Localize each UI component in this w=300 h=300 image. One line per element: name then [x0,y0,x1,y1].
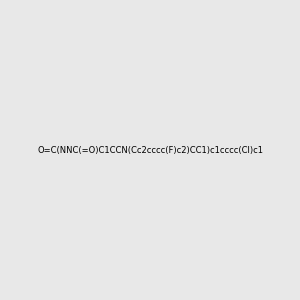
Text: O=C(NNC(=O)C1CCN(Cc2cccc(F)c2)CC1)c1cccc(Cl)c1: O=C(NNC(=O)C1CCN(Cc2cccc(F)c2)CC1)c1cccc… [37,146,263,154]
